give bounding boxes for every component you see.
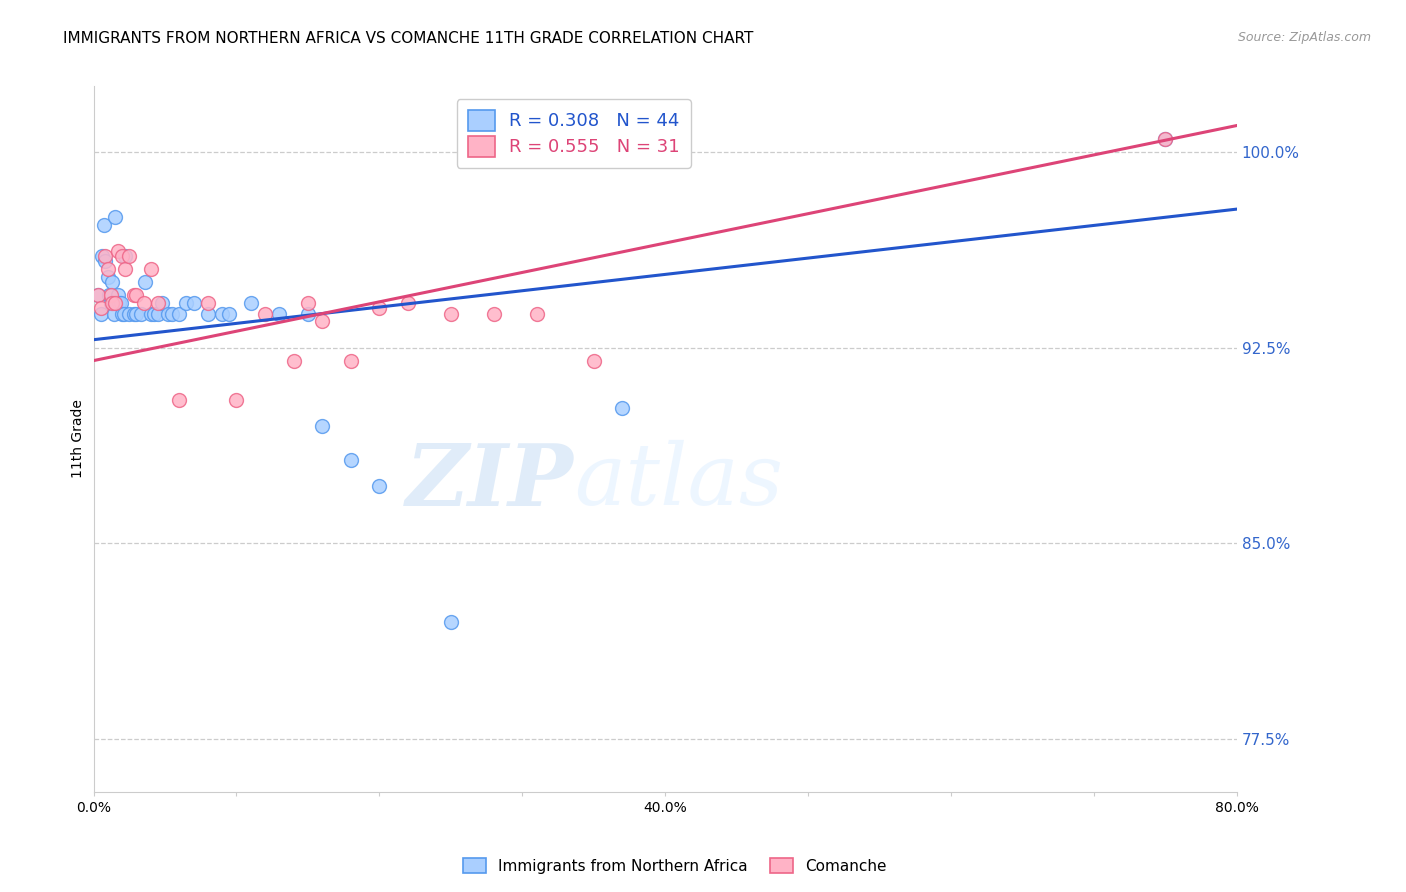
Point	[118, 249, 141, 263]
Point	[156, 307, 179, 321]
Point	[396, 296, 419, 310]
Point	[297, 296, 319, 310]
Point	[107, 244, 129, 258]
Point	[311, 314, 333, 328]
Point	[225, 392, 247, 407]
Point	[107, 288, 129, 302]
Point	[100, 288, 122, 302]
Point	[297, 307, 319, 321]
Point	[211, 307, 233, 321]
Point	[582, 353, 605, 368]
Point	[134, 275, 156, 289]
Point	[283, 353, 305, 368]
Point	[87, 288, 110, 302]
Text: atlas: atlas	[574, 440, 783, 523]
Point	[311, 418, 333, 433]
Point	[97, 262, 120, 277]
Point	[269, 307, 291, 321]
Point	[1154, 131, 1177, 145]
Point	[183, 296, 205, 310]
Point	[239, 296, 262, 310]
Point	[176, 296, 198, 310]
Point	[94, 249, 117, 263]
Point	[339, 453, 361, 467]
Point	[526, 307, 548, 321]
Point	[111, 249, 134, 263]
Point	[139, 307, 162, 321]
Point	[103, 307, 125, 321]
Point	[146, 296, 169, 310]
Point	[114, 262, 136, 277]
Point	[129, 307, 152, 321]
Point	[139, 262, 162, 277]
Point	[160, 307, 183, 321]
Point	[101, 296, 124, 310]
Point	[125, 288, 148, 302]
Point	[125, 307, 148, 321]
Point	[111, 307, 134, 321]
Point	[104, 210, 127, 224]
Point	[146, 307, 169, 321]
Point	[90, 301, 112, 316]
Text: IMMIGRANTS FROM NORTHERN AFRICA VS COMANCHE 11TH GRADE CORRELATION CHART: IMMIGRANTS FROM NORTHERN AFRICA VS COMAN…	[63, 31, 754, 46]
Legend: R = 0.308   N = 44, R = 0.555   N = 31: R = 0.308 N = 44, R = 0.555 N = 31	[457, 99, 690, 168]
Point	[122, 288, 145, 302]
Point	[132, 296, 155, 310]
Point	[368, 301, 391, 316]
Point	[482, 307, 505, 321]
Text: Source: ZipAtlas.com: Source: ZipAtlas.com	[1237, 31, 1371, 45]
Point	[254, 307, 277, 321]
Point	[114, 249, 136, 263]
Point	[169, 307, 191, 321]
Point	[97, 270, 120, 285]
Point	[197, 296, 219, 310]
Point	[105, 296, 128, 310]
Point	[440, 307, 463, 321]
Point	[90, 307, 112, 321]
Point	[1154, 131, 1177, 145]
Legend: Immigrants from Northern Africa, Comanche: Immigrants from Northern Africa, Comanch…	[457, 852, 893, 880]
Point	[612, 401, 634, 415]
Point	[118, 307, 141, 321]
Point	[87, 288, 110, 302]
Point	[94, 254, 117, 268]
Point	[98, 288, 121, 302]
Point	[368, 479, 391, 493]
Point	[218, 307, 240, 321]
Point	[108, 296, 131, 310]
Point	[100, 296, 122, 310]
Point	[142, 307, 165, 321]
Point	[112, 307, 135, 321]
Point	[440, 615, 463, 629]
Point	[150, 296, 173, 310]
Point	[169, 392, 191, 407]
Point	[91, 249, 114, 263]
Point	[339, 353, 361, 368]
Point	[110, 296, 132, 310]
Point	[93, 218, 115, 232]
Point	[197, 307, 219, 321]
Text: ZIP: ZIP	[406, 440, 574, 523]
Point	[122, 307, 145, 321]
Y-axis label: 11th Grade: 11th Grade	[72, 400, 86, 478]
Point	[101, 275, 124, 289]
Point	[104, 296, 127, 310]
